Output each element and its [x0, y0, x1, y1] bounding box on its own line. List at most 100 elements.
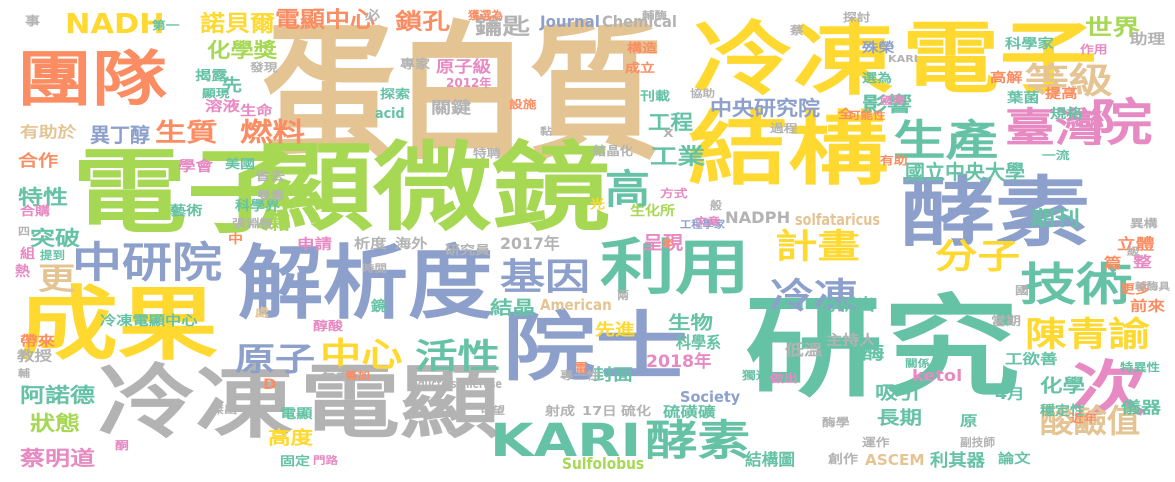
cloud-word: 酸鹼值 — [1040, 402, 1141, 440]
cloud-word: 長期 — [877, 408, 922, 429]
cloud-word: 院士 — [503, 303, 688, 391]
cloud-word: 過程 — [770, 122, 798, 135]
cloud-word: 四 — [18, 227, 30, 238]
cloud-word: 特異性 — [1120, 361, 1160, 374]
cloud-word: 電顯 — [280, 407, 313, 422]
cloud-word: 必 — [365, 9, 381, 24]
cloud-word: 院 — [1090, 94, 1153, 152]
cloud-word: 殊榮 — [862, 41, 895, 56]
cloud-word: 研究員 — [445, 243, 491, 257]
cloud-word: 學會 — [178, 159, 213, 175]
cloud-word: 張淵智 — [232, 217, 274, 230]
cloud-word: 顯微鏡 — [255, 132, 611, 244]
cloud-word: 主持人 — [826, 333, 876, 349]
cloud-word: 藝術 — [170, 204, 203, 219]
cloud-word: 輔酶具 — [1135, 282, 1171, 293]
cloud-word: 有助於 — [20, 123, 77, 141]
cloud-word: 整 — [1133, 253, 1152, 271]
cloud-word: 工業 — [650, 145, 706, 170]
cloud-word: 生產 — [893, 116, 999, 165]
cloud-word: 計畫 — [775, 227, 860, 267]
cloud-word: 一流 — [1042, 149, 1070, 162]
cloud-word: 科學家 — [1005, 37, 1054, 52]
cloud-word: 鎖孔 — [395, 10, 451, 35]
cloud-word: 臺灣 — [1005, 105, 1105, 151]
cloud-word: 工欲善 — [1005, 352, 1058, 368]
cloud-word: 析度 — [354, 237, 387, 252]
cloud-word: 兩 — [617, 289, 630, 302]
cloud-word: 阿諾德 — [20, 383, 95, 407]
cloud-word: 立體 — [1117, 235, 1155, 253]
cloud-word: 蛋白質 — [262, 8, 663, 180]
cloud-word: 中 — [228, 232, 244, 246]
cloud-word: 低溫 — [785, 341, 823, 359]
cloud-word: KARI — [888, 54, 918, 65]
cloud-word: 善加 — [345, 371, 370, 382]
cloud-word: 酶學 — [822, 416, 850, 429]
cloud-word: 輔 — [18, 369, 30, 380]
cloud-word: 雙重 — [257, 189, 285, 202]
cloud-word: 利其器 — [930, 451, 985, 471]
cloud-word: 申請 — [297, 237, 332, 253]
cloud-word: 運作 — [862, 436, 890, 449]
cloud-word: 合作 — [18, 151, 59, 170]
cloud-word: 特性 — [18, 185, 68, 209]
cloud-word: 關係 — [905, 359, 930, 370]
cloud-word: 選為 — [862, 71, 893, 85]
cloud-word: 高解 — [990, 71, 1023, 86]
cloud-word: 異構 — [1130, 217, 1158, 230]
cloud-word: 醇酸 — [313, 319, 344, 333]
cloud-word: 射成 — [545, 404, 576, 418]
cloud-word: 文章 — [695, 217, 720, 228]
cloud-word: KARI — [490, 414, 642, 467]
cloud-word: 成果 — [18, 278, 218, 371]
cloud-word: 硫磺礦 — [663, 405, 716, 421]
cloud-word: 更 — [38, 262, 76, 297]
cloud-word: 探索 — [380, 87, 411, 101]
cloud-word: 探討 — [843, 11, 871, 24]
cloud-word: 溶液 — [205, 99, 240, 115]
cloud-word: 年 — [662, 239, 674, 250]
cloud-word: 諾貝爾 — [200, 12, 275, 37]
cloud-word: 固定 — [280, 454, 311, 468]
cloud-word: 電子 — [902, 14, 1098, 104]
cloud-word: solfataricus — [795, 210, 880, 229]
cloud-word: 高 — [605, 167, 650, 213]
cloud-word: 生化所 — [630, 204, 676, 219]
cloud-word: 影響 — [862, 92, 912, 116]
cloud-word: 獨道 — [742, 369, 770, 382]
cloud-word: 先進 — [595, 320, 636, 339]
cloud-word: 生命 — [240, 104, 273, 119]
cloud-word: 突破 — [30, 226, 80, 250]
cloud-word: 事 — [25, 14, 41, 28]
cloud-word: 次 — [1072, 355, 1147, 425]
cloud-word: 黏 — [540, 127, 552, 138]
cloud-word: 教授 — [17, 349, 52, 365]
cloud-word: 解析度 — [238, 237, 494, 330]
cloud-word: 蔡明道 — [20, 446, 95, 470]
cloud-word: 生物 — [668, 313, 713, 334]
cloud-word: 作用 — [1080, 43, 1108, 56]
cloud-word: 省去 — [255, 169, 286, 183]
cloud-word: 時間 — [362, 264, 387, 275]
cloud-word: 關鍵 — [431, 98, 472, 117]
cloud-word: 蔡 — [790, 24, 804, 37]
cloud-word: 成立 — [625, 61, 656, 75]
cloud-word: 國立中央大學 — [905, 160, 1025, 184]
cloud-word: 電顯 — [300, 356, 500, 449]
cloud-word: 結構圖 — [745, 450, 796, 469]
cloud-word: 帶來 — [20, 334, 55, 350]
cloud-word: 工程 — [648, 110, 693, 134]
cloud-word: 國際 — [880, 96, 905, 107]
cloud-word: 分析出 — [820, 295, 876, 314]
cloud-word: ASCEM — [865, 451, 925, 469]
cloud-word: NADH — [65, 7, 165, 40]
cloud-word: 吸引 — [875, 383, 920, 404]
cloud-word: X — [663, 127, 674, 140]
cloud-word: 合購 — [20, 204, 51, 218]
cloud-word: 熱 — [15, 264, 30, 280]
cloud-word: 可望 — [480, 406, 505, 417]
cloud-word: ketol — [912, 366, 963, 385]
cloud-word: American — [540, 296, 612, 314]
